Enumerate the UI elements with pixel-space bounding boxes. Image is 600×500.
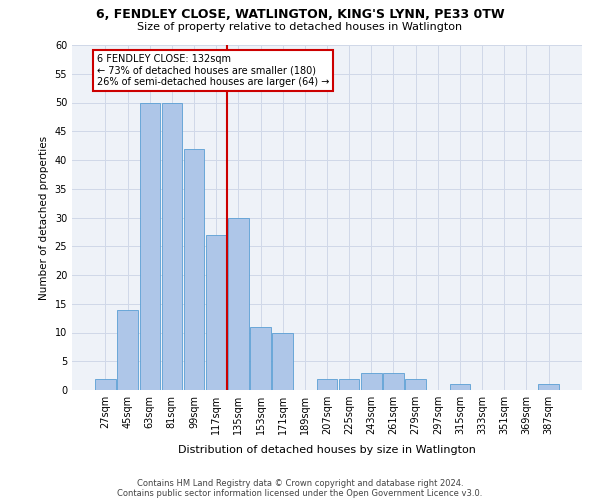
Bar [406, 378, 426, 390]
Bar [361, 373, 382, 390]
Text: 6 FENDLEY CLOSE: 132sqm
← 73% of detached houses are smaller (180)
26% of semi-d: 6 FENDLEY CLOSE: 132sqm ← 73% of detache… [97, 54, 329, 87]
Bar [140, 102, 160, 390]
Text: Contains public sector information licensed under the Open Government Licence v3: Contains public sector information licen… [118, 488, 482, 498]
Text: Size of property relative to detached houses in Watlington: Size of property relative to detached ho… [137, 22, 463, 32]
Bar [272, 332, 293, 390]
Bar [383, 373, 404, 390]
Bar [206, 235, 226, 390]
Y-axis label: Number of detached properties: Number of detached properties [39, 136, 49, 300]
Bar [317, 378, 337, 390]
Bar [184, 148, 204, 390]
Bar [161, 102, 182, 390]
X-axis label: Distribution of detached houses by size in Watlington: Distribution of detached houses by size … [178, 446, 476, 456]
Bar [339, 378, 359, 390]
Bar [228, 218, 248, 390]
Text: Contains HM Land Registry data © Crown copyright and database right 2024.: Contains HM Land Registry data © Crown c… [137, 478, 463, 488]
Bar [250, 327, 271, 390]
Bar [95, 378, 116, 390]
Bar [118, 310, 138, 390]
Bar [538, 384, 559, 390]
Bar [450, 384, 470, 390]
Text: 6, FENDLEY CLOSE, WATLINGTON, KING'S LYNN, PE33 0TW: 6, FENDLEY CLOSE, WATLINGTON, KING'S LYN… [95, 8, 505, 20]
